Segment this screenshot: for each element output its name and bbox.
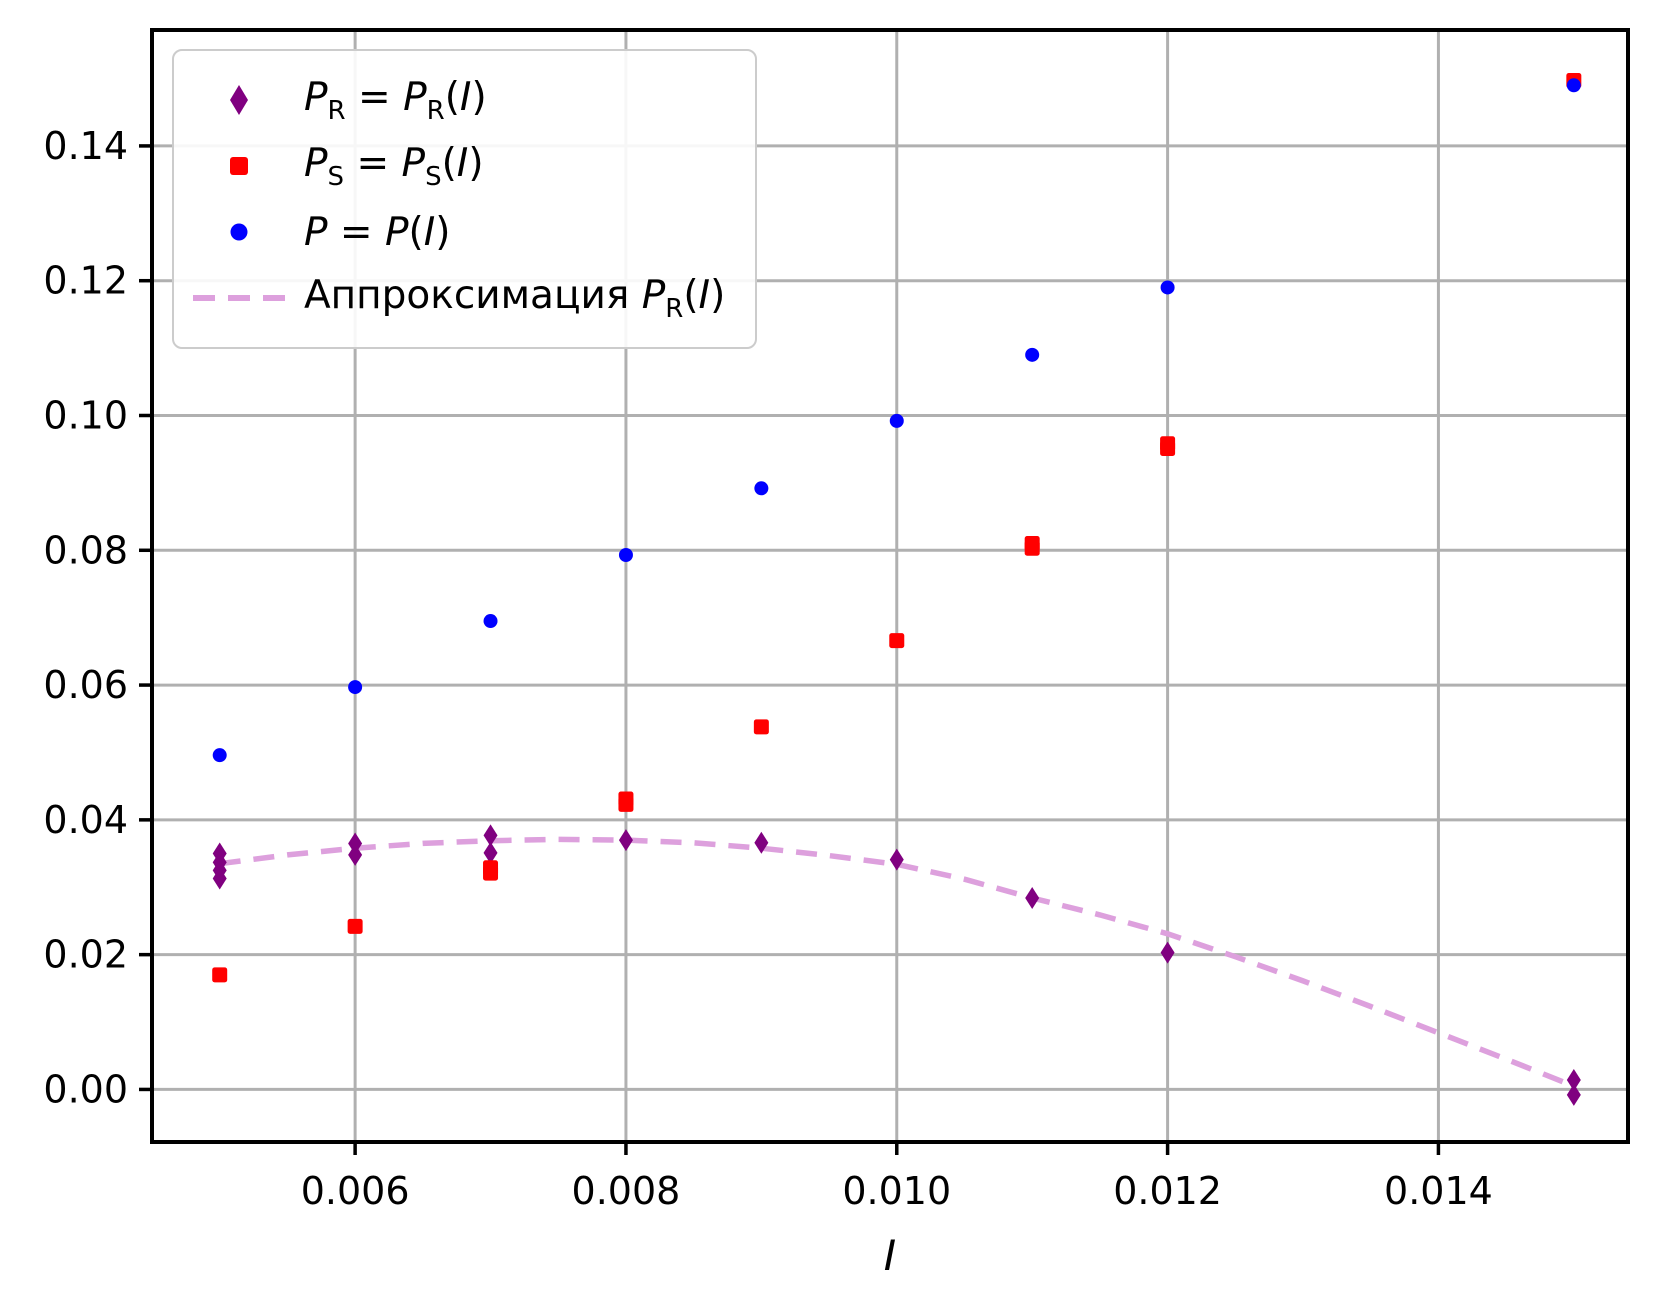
- data-point-p: [1160, 280, 1175, 295]
- legend-item-ps: PS = PS(I): [188, 133, 725, 199]
- data-point-ps: [753, 719, 769, 735]
- data-point-ps: [618, 796, 634, 812]
- data-point-pr: [483, 824, 498, 847]
- y-tick-label: 0.04: [43, 798, 128, 842]
- y-tick-label: 0.02: [43, 933, 128, 977]
- x-tick-label: 0.006: [301, 1169, 410, 1213]
- legend-item-pr: PR = PR(I): [188, 67, 725, 133]
- y-tick-label: 0.08: [43, 528, 128, 572]
- y-tick-label: 0.06: [43, 663, 128, 707]
- y-tick-label: 0.10: [43, 393, 128, 437]
- dashed-line-icon: [188, 290, 290, 306]
- data-point-pr: [1160, 941, 1175, 964]
- thin-diamond-marker-icon: [188, 78, 290, 122]
- legend-label-ps: PS = PS(I): [304, 140, 484, 192]
- data-point-pr: [889, 848, 904, 871]
- data-point-p: [889, 413, 904, 428]
- x-tick-label: 0.012: [1113, 1169, 1222, 1213]
- data-point-p: [1566, 78, 1581, 93]
- legend-label-approx: Аппроксимация PR(I): [304, 272, 726, 324]
- circle-marker-icon: [188, 217, 290, 247]
- data-point-pr: [483, 841, 498, 864]
- square-marker-icon: [188, 151, 290, 181]
- data-point-ps: [347, 918, 363, 934]
- data-point-ps: [1024, 540, 1040, 556]
- data-point-pr: [1025, 887, 1040, 910]
- data-point-ps: [212, 967, 228, 983]
- legend-item-p: P = P(I): [188, 199, 725, 265]
- data-point-p: [348, 680, 363, 695]
- y-tick-label: 0.00: [43, 1067, 128, 1111]
- legend-box: PR = PR(I) PS = PS(I) P = P(I) Аппроксим…: [172, 49, 758, 349]
- data-point-ps: [1160, 441, 1176, 457]
- data-point-p: [618, 547, 633, 562]
- data-point-pr: [1566, 1068, 1581, 1091]
- x-tick-label: 0.014: [1384, 1169, 1493, 1213]
- data-point-pr: [348, 843, 363, 866]
- data-point-p: [483, 614, 498, 629]
- y-tick-label: 0.12: [43, 259, 128, 303]
- data-point-pr: [212, 867, 227, 890]
- data-point-ps: [889, 633, 905, 649]
- x-axis-label: I: [884, 1231, 896, 1280]
- data-point-p: [1025, 347, 1040, 362]
- legend-item-approx: Аппроксимация PR(I): [188, 265, 725, 331]
- legend-label-pr: PR = PR(I): [304, 74, 487, 126]
- data-point-pr: [348, 832, 363, 855]
- legend-label-p: P = P(I): [304, 209, 451, 255]
- data-point-ps: [483, 865, 499, 881]
- data-point-pr: [618, 829, 633, 852]
- data-point-pr: [1566, 1083, 1581, 1106]
- data-point-p: [212, 748, 227, 763]
- y-tick-label: 0.14: [43, 124, 128, 168]
- data-point-p: [754, 481, 769, 496]
- x-tick-label: 0.010: [842, 1169, 951, 1213]
- data-point-pr: [754, 831, 769, 854]
- plot-border: [150, 28, 1630, 1144]
- x-tick-label: 0.008: [572, 1169, 681, 1213]
